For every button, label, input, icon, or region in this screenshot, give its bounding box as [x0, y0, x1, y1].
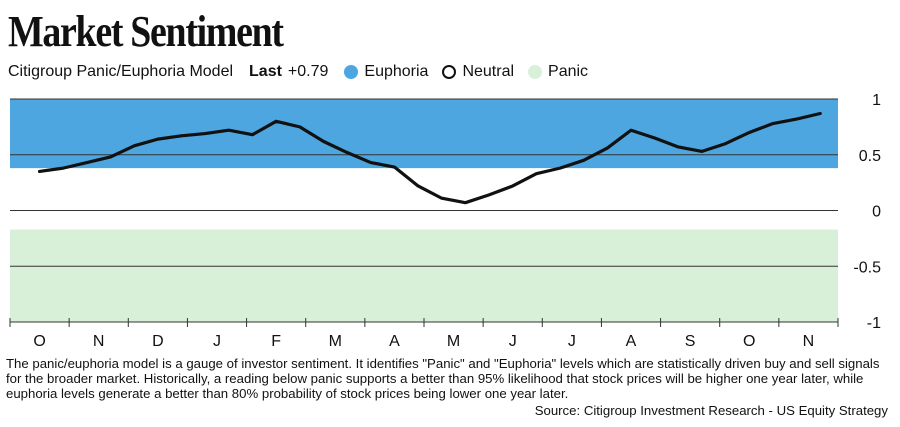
- last-value: +0.79: [287, 63, 329, 80]
- x-tick-label: O: [743, 333, 755, 350]
- x-tick-label: D: [152, 333, 164, 350]
- model-name: Citigroup Panic/Euphoria Model: [8, 63, 234, 80]
- euphoria-swatch-icon: [344, 65, 359, 79]
- sentiment-line: [37, 111, 822, 205]
- x-tick-label: J: [568, 333, 576, 350]
- y-tick-label: -1: [867, 315, 881, 332]
- euphoria-band: [10, 99, 838, 169]
- x-tick-label: J: [213, 333, 221, 350]
- x-tick-label: M: [447, 333, 460, 350]
- y-tick-label: 0: [872, 204, 881, 221]
- legend-neutral-label: Neutral: [462, 63, 515, 80]
- y-tick-label: 1: [872, 92, 881, 109]
- legend-panic: Panic: [528, 62, 588, 82]
- x-tick-label: N: [803, 333, 815, 350]
- x-tick-label: N: [93, 333, 105, 350]
- chart-title: Market Sentiment: [8, 7, 284, 56]
- sentiment-chart: 1 0.5 0 -0.5 -1 O N D J F M A M J J A S O N: [9, 92, 881, 350]
- panic-band: [10, 229, 838, 322]
- description: The panic/euphoria model is a gauge of i…: [6, 356, 880, 401]
- subhead: Citigroup Panic/Euphoria Model Last +0.7…: [8, 62, 602, 82]
- x-tick-label: F: [271, 333, 281, 350]
- legend-panic-label: Panic: [548, 63, 589, 80]
- y-tick-label: 0.5: [859, 148, 881, 165]
- x-tick-label: O: [33, 333, 45, 350]
- legend-euphoria: Euphoria: [344, 62, 428, 82]
- last-label: Last: [249, 63, 282, 80]
- x-tick-label: M: [329, 333, 342, 350]
- neutral-swatch-icon: [442, 65, 457, 79]
- panic-swatch-icon: [528, 65, 543, 79]
- x-tick-label: A: [626, 333, 637, 350]
- x-tick-label: A: [389, 333, 400, 350]
- y-tick-label: -0.5: [853, 259, 881, 276]
- source-note: Source: Citigroup Investment Research - …: [534, 403, 888, 418]
- legend-neutral: Neutral: [442, 62, 514, 82]
- x-tick-label: J: [509, 333, 517, 350]
- x-tick-label: S: [685, 333, 696, 350]
- legend-euphoria-label: Euphoria: [364, 63, 429, 80]
